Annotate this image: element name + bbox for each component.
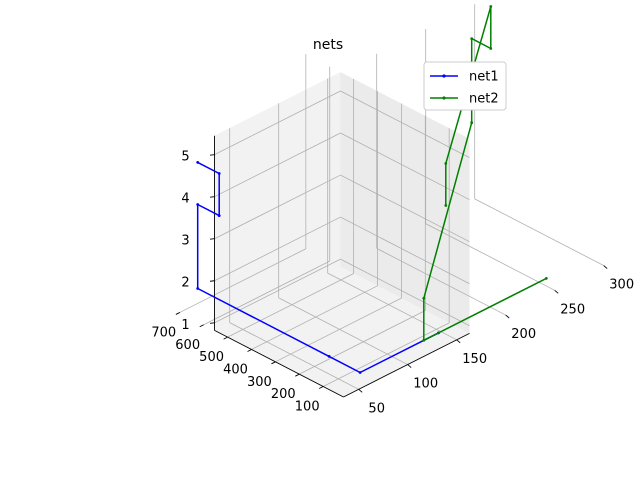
x-tick (505, 314, 510, 319)
data-point (196, 287, 200, 290)
grid-line-y (203, 260, 330, 326)
data-point (422, 338, 426, 342)
y-tick (199, 324, 204, 328)
grid-line-z (340, 174, 470, 243)
y-tick (175, 312, 181, 315)
grid-line-y (251, 285, 378, 350)
grid-line-x (278, 297, 408, 365)
data-point (470, 37, 474, 40)
grid-line-y (275, 297, 402, 363)
z-tick (209, 322, 215, 324)
z-tick-label: 1 (181, 318, 189, 333)
grid-line-y (323, 322, 450, 387)
x-tick-label: 50 (368, 401, 385, 416)
grid-line-z (214, 216, 341, 282)
grid-line-z (214, 90, 341, 155)
data-point (470, 121, 474, 125)
legend-marker-net2 (442, 96, 446, 100)
z-tick (209, 154, 215, 156)
data-point (544, 277, 548, 280)
grid-line-y (179, 248, 307, 313)
data-point (196, 161, 200, 164)
x-tick (407, 364, 412, 368)
grid-line-z (214, 258, 341, 324)
data-point (196, 203, 200, 206)
y-tick-label: 700 (151, 325, 176, 340)
z-tick (209, 196, 215, 198)
grid-line-z (340, 258, 470, 327)
legend: net1 net2 (423, 61, 507, 111)
y-tick (295, 373, 300, 377)
data-point (217, 172, 221, 175)
z-tick-label: 4 (181, 192, 189, 207)
pane-back-left (214, 72, 341, 331)
grid-line-z (340, 216, 470, 285)
x-tick-label: 250 (560, 302, 585, 317)
y-tick (318, 386, 324, 389)
grid-line-x (229, 322, 359, 390)
z-tick-label: 5 (181, 150, 189, 165)
legend-marker-net1 (442, 74, 446, 78)
data-point (489, 5, 493, 8)
y-tick-label: 600 (175, 338, 200, 353)
grid-line-z (340, 132, 470, 201)
y-tick-label: 400 (223, 363, 248, 378)
y-tick (271, 361, 276, 365)
x-tick-label: 150 (462, 352, 487, 367)
grid-line-z (340, 90, 470, 158)
y-tick-label: 300 (247, 375, 272, 390)
y-axis-line (214, 329, 344, 398)
y-tick-label: 200 (271, 387, 296, 402)
data-point (358, 371, 362, 374)
x-tick-label: 300 (609, 278, 634, 293)
x-tick (456, 339, 461, 344)
legend-label-net2: net2 (469, 92, 499, 107)
axis-ticks: 5010015020025030010020030040050060070012… (151, 150, 634, 417)
chart-title: nets (313, 37, 343, 53)
data-point (327, 355, 331, 358)
series-line-net1 (196, 161, 439, 374)
grid-line-y (227, 273, 354, 338)
grid-line-x (376, 248, 506, 316)
y-tick (247, 349, 252, 352)
pane-back-right (340, 72, 470, 334)
grid-line-x (474, 198, 604, 266)
x-tick-label: 200 (511, 327, 536, 342)
x-tick (554, 289, 559, 294)
y-tick (223, 336, 228, 340)
data-point (489, 47, 493, 50)
legend-label-net1: net1 (469, 70, 499, 85)
grid-line-x (425, 223, 555, 291)
grid-line-z (214, 174, 341, 240)
pane-floor (214, 266, 470, 397)
y-tick-label: 500 (199, 350, 224, 365)
y-tick-label: 100 (295, 400, 320, 415)
data-series (196, 5, 548, 374)
z-tick (209, 280, 215, 282)
data-point (444, 204, 448, 207)
z-tick (209, 238, 215, 240)
z-tick-label: 2 (181, 276, 189, 291)
x-tick (603, 265, 608, 269)
data-point (217, 214, 221, 218)
grid-line-x (327, 272, 457, 341)
x-tick-label: 100 (413, 377, 438, 392)
data-point (444, 162, 448, 165)
z-tick-label: 3 (181, 234, 189, 249)
grid-line-y (299, 310, 426, 375)
x-tick (358, 388, 363, 393)
x-axis-line (343, 332, 470, 398)
grid-lines (179, 4, 604, 390)
grid-line-z (214, 132, 341, 198)
data-point (422, 296, 426, 300)
axes-panes (214, 72, 470, 397)
